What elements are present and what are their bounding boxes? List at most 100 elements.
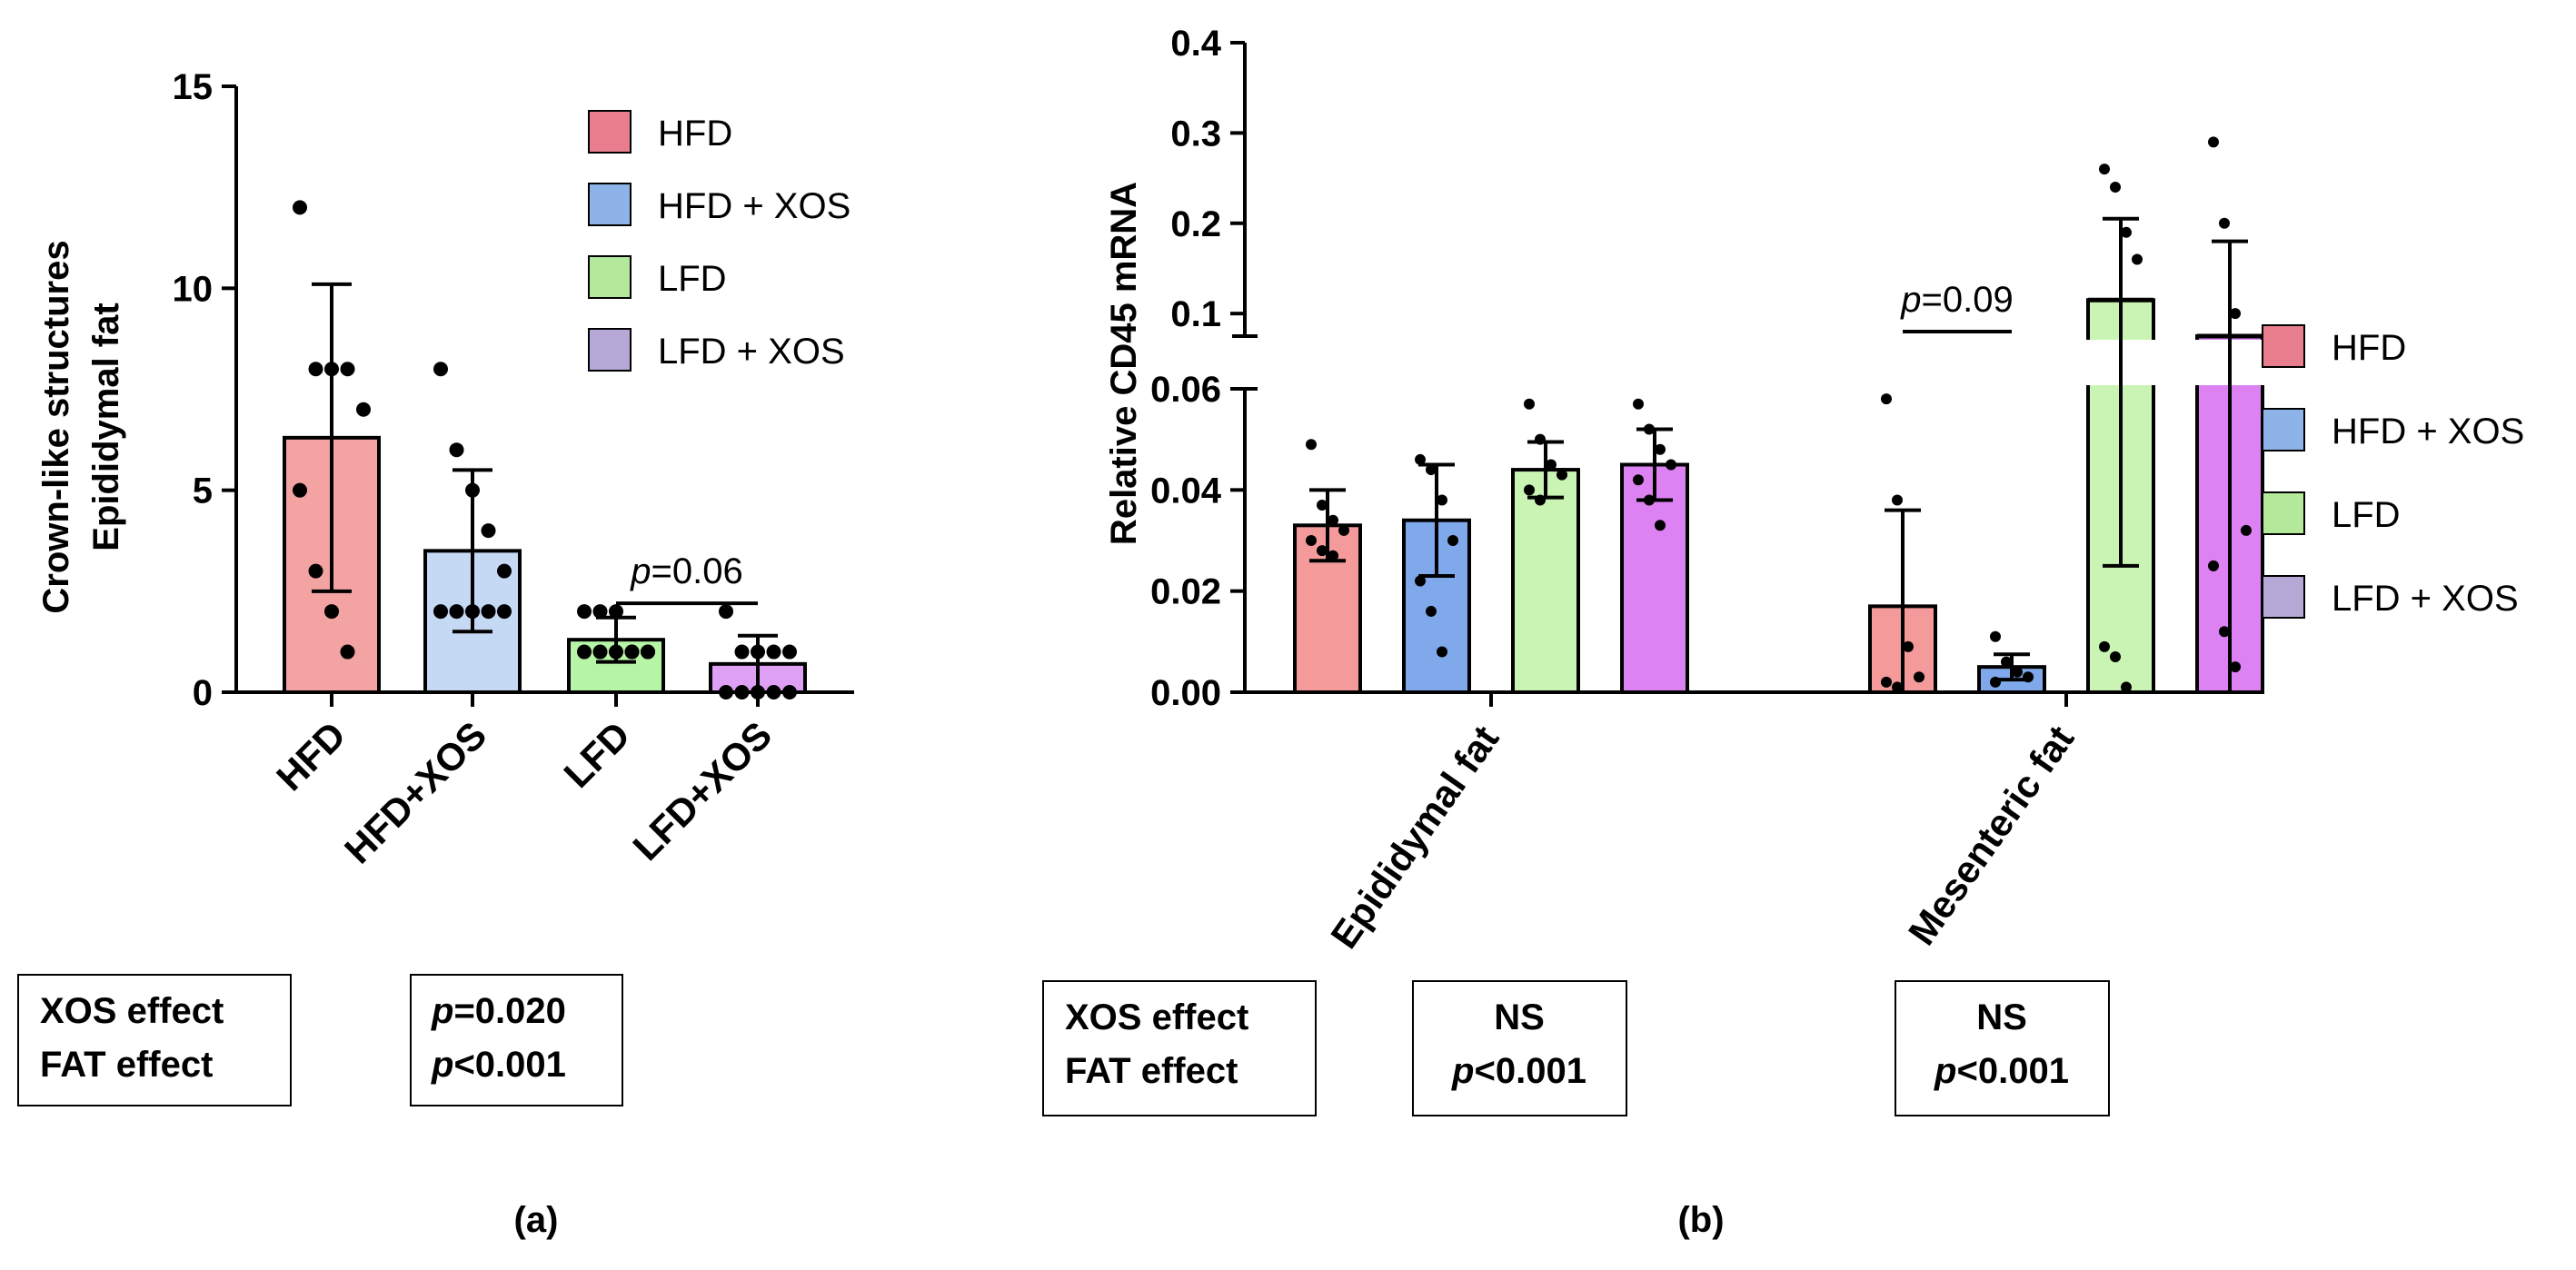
panel-b-ytick-label: 0.2 bbox=[1170, 204, 1221, 244]
panel-a-ytick-label: 0 bbox=[193, 673, 213, 713]
panel-a-ylabel-line1: Crown-like structures bbox=[36, 240, 76, 613]
panel-b-mesenteric-xos: NS bbox=[1976, 997, 2027, 1037]
panel-b-data-point bbox=[1881, 676, 1892, 688]
panel-a-ylabel-line2: Epididymal fat bbox=[86, 303, 126, 551]
panel-b-chart: 0.00 0.02 0.04 0.06 0.1 0.2 0.3 0.4 Epididymal f… bbox=[1150, 24, 2524, 956]
panel-b-legend-swatch bbox=[2262, 324, 2305, 368]
panel-b-mesenteric-box bbox=[1895, 980, 2110, 1116]
panel-b-data-point bbox=[2241, 524, 2252, 536]
panel-b-data-point bbox=[1990, 630, 2001, 642]
panel-b-mesenteric-fat: p<0.001 bbox=[1934, 1051, 2069, 1091]
panel-b-data-point bbox=[2132, 253, 2143, 265]
panel-a-significance-value: =0.06 bbox=[651, 551, 743, 591]
panel-b-data-point bbox=[1306, 535, 1317, 546]
panel-b-data-point bbox=[1892, 494, 1903, 506]
panel-b-data-point bbox=[1317, 500, 1328, 511]
panel-b-data-point bbox=[2099, 164, 2110, 175]
panel-a-effect-label-fat: FAT effect bbox=[40, 1045, 213, 1085]
panel-a-data-point bbox=[293, 482, 307, 498]
panel-a-category-label: LFD+XOS bbox=[624, 713, 780, 868]
panel-a-data-point bbox=[465, 482, 480, 498]
panel-a-data-point bbox=[324, 604, 339, 620]
panel-b-epididymal-box bbox=[1412, 980, 1627, 1116]
panel-b-data-point bbox=[1892, 681, 1903, 693]
panel-a-category-label: LFD bbox=[555, 713, 638, 796]
panel-b-data-point bbox=[1655, 520, 1666, 531]
panel-b-data-point bbox=[1633, 398, 1644, 410]
panel-b-data-point bbox=[1317, 545, 1328, 557]
panel-b-effect-label-fat: FAT effect bbox=[1065, 1051, 1238, 1091]
panel-a-ytick-label: 10 bbox=[173, 269, 214, 309]
panel-b-data-point bbox=[2219, 626, 2230, 638]
panel-a-data-point bbox=[577, 604, 592, 620]
panel-a-data-point bbox=[433, 604, 448, 620]
panel-a-data-point bbox=[449, 604, 464, 620]
panel-b-legend-swatch bbox=[2262, 491, 2305, 535]
panel-b-data-point bbox=[1426, 464, 1437, 476]
panel-b-group-label: Mesenteric fat bbox=[1900, 718, 2083, 952]
panel-b-data-point bbox=[1881, 393, 1892, 405]
panel-b-data-point bbox=[1524, 398, 1535, 410]
panel-b-significance-p: p bbox=[1900, 280, 1921, 320]
panel-a-ytick-label: 5 bbox=[193, 471, 213, 511]
panel-b-ytick-label: 0.00 bbox=[1150, 673, 1221, 713]
panel-b-ytick-label: 0.02 bbox=[1150, 572, 1221, 612]
panel-b-data-point bbox=[1914, 671, 1925, 683]
panel-a-legend-swatch bbox=[588, 110, 632, 154]
panel-b-data-point bbox=[2012, 666, 2023, 678]
panel-b-legend-label: LFD bbox=[2332, 495, 2401, 535]
panel-b-data-point bbox=[1447, 535, 1458, 546]
panel-b-data-point bbox=[1644, 423, 1655, 435]
panel-a-data-point bbox=[449, 442, 464, 458]
panel-b-data-point bbox=[1655, 443, 1666, 455]
panel-a-data-point bbox=[293, 200, 307, 215]
panel-b-data-point bbox=[1557, 469, 1567, 481]
panel-b-data-point bbox=[1990, 676, 2001, 688]
panel-b-data-point bbox=[1903, 640, 1914, 652]
panel-b-data-point bbox=[1328, 550, 1338, 561]
panel-b-data-point bbox=[1437, 646, 1447, 658]
panel-b-data-point bbox=[1633, 474, 1644, 486]
panel-b-data-point bbox=[1437, 494, 1447, 506]
panel-b-data-point bbox=[1306, 439, 1317, 451]
panel-b-data-point bbox=[1666, 459, 1676, 471]
panel-a-legend-label: LFD + XOS bbox=[658, 332, 845, 372]
panel-b-data-point bbox=[1415, 453, 1426, 465]
panel-a-effects-box bbox=[17, 974, 292, 1106]
panel-b-ytick-label: 0.1 bbox=[1170, 294, 1221, 334]
panel-b-data-point bbox=[2121, 226, 2132, 238]
panel-b-ytick-label: 0.04 bbox=[1150, 471, 1222, 511]
panel-a-ytick-label: 15 bbox=[173, 67, 214, 107]
panel-a-data-point bbox=[356, 402, 371, 417]
panel-a-data-point bbox=[481, 523, 496, 539]
panel-a-data-point bbox=[497, 604, 512, 620]
panel-a-data-point bbox=[592, 604, 608, 620]
panel-a-data-point bbox=[340, 644, 355, 660]
panel-b-label: (b) bbox=[1677, 1200, 1724, 1240]
panel-a-legend-label: HFD bbox=[658, 114, 732, 154]
panel-b-data-point bbox=[1328, 514, 1338, 526]
panel-b-effects-box bbox=[1042, 980, 1317, 1116]
panel-b-significance-value: =0.09 bbox=[1922, 280, 2014, 320]
panel-a-data-point bbox=[592, 644, 608, 660]
panel-b-data-point bbox=[1338, 524, 1349, 536]
panel-b-legend-label: HFD + XOS bbox=[2332, 412, 2524, 451]
panel-a-data-point bbox=[719, 604, 733, 620]
panel-b-data-point bbox=[2230, 661, 2241, 673]
panel-b-data-point bbox=[1546, 459, 1557, 471]
panel-a-data-point bbox=[782, 685, 797, 699]
panel-a-data-point bbox=[609, 644, 623, 660]
panel-b-bar bbox=[1511, 468, 1580, 694]
panel-a-data-point bbox=[734, 644, 750, 660]
panel-b-ytick-label: 0.4 bbox=[1170, 24, 1221, 64]
panel-a-data-point bbox=[782, 644, 797, 660]
panel-a-significance-text: p=0.06 bbox=[630, 551, 742, 591]
panel-a-data-point bbox=[577, 644, 592, 660]
panel-b-legend-swatch bbox=[2262, 575, 2305, 619]
panel-b-group-label: Epididymal fat bbox=[1322, 718, 1507, 956]
panel-b-significance-text: p=0.09 bbox=[1900, 280, 2013, 320]
panel-a-data-point bbox=[481, 604, 496, 620]
panel-a-label: (a) bbox=[514, 1200, 559, 1240]
panel-a-data-point bbox=[340, 362, 355, 377]
